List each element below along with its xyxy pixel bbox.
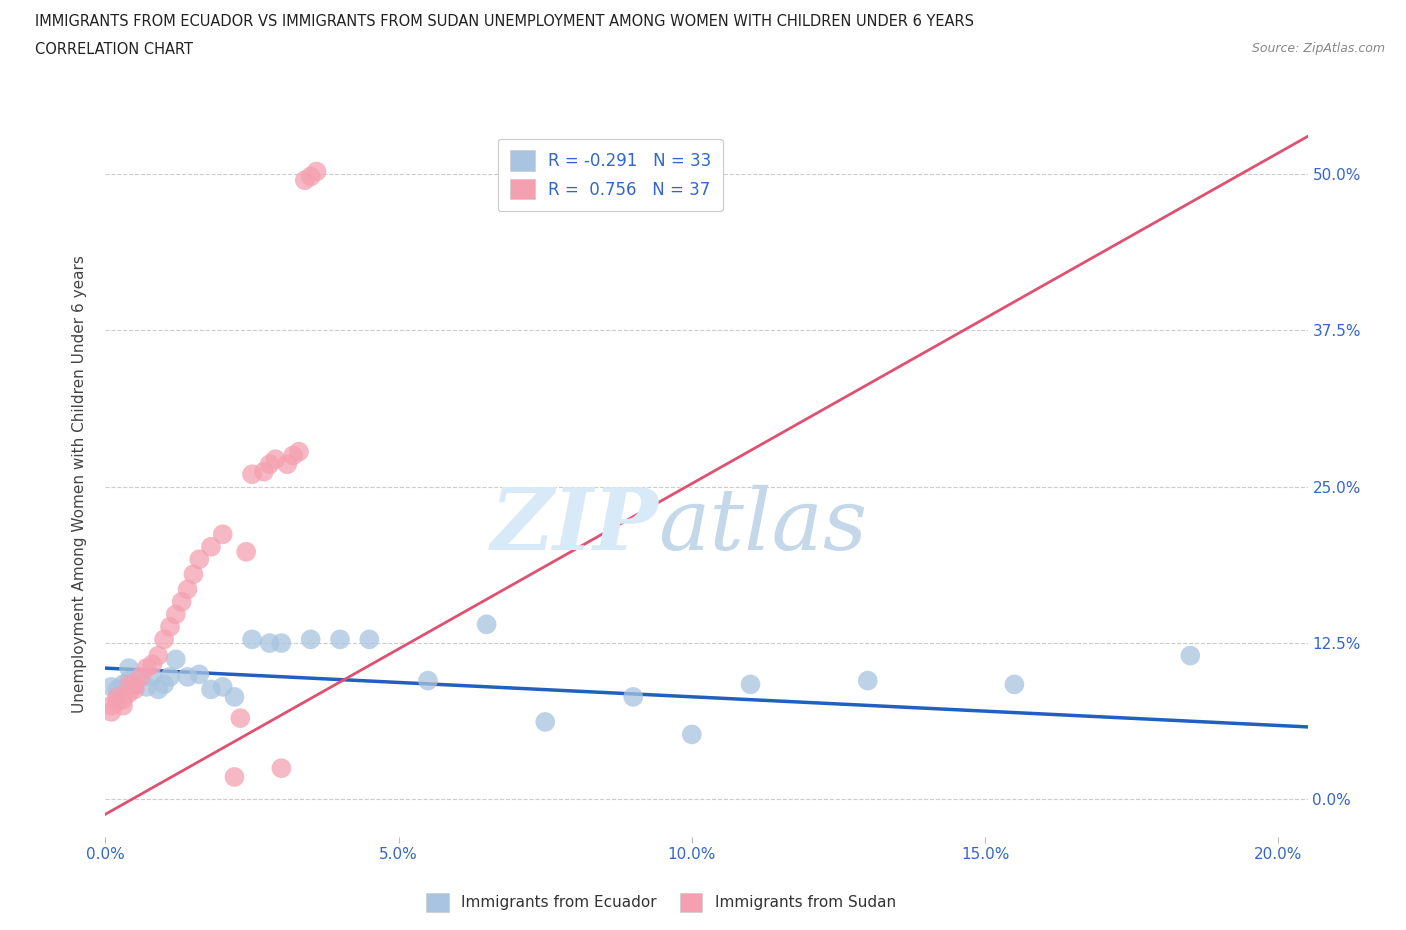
Point	[359, 631, 381, 646]
Point	[856, 673, 879, 688]
Point	[124, 682, 146, 697]
Point	[235, 544, 257, 559]
Point	[124, 677, 146, 692]
Point	[159, 670, 181, 684]
Point	[229, 711, 252, 725]
Point	[329, 631, 352, 646]
Point	[165, 607, 187, 622]
Point	[270, 761, 292, 776]
Point	[183, 567, 205, 582]
Point	[141, 670, 163, 684]
Point	[112, 677, 135, 692]
Point	[211, 526, 233, 541]
Point	[211, 680, 233, 695]
Point	[224, 769, 246, 784]
Point	[288, 445, 311, 459]
Point	[148, 648, 170, 663]
Point	[270, 636, 292, 651]
Point	[188, 667, 211, 682]
Point	[1180, 648, 1202, 663]
Point	[100, 698, 122, 713]
Point	[129, 670, 152, 684]
Text: CORRELATION CHART: CORRELATION CHART	[35, 42, 193, 57]
Point	[170, 594, 193, 609]
Point	[416, 673, 439, 688]
Point	[112, 698, 135, 713]
Point	[100, 704, 122, 719]
Point	[153, 677, 176, 692]
Point	[118, 673, 141, 688]
Point	[118, 660, 141, 675]
Point	[681, 727, 703, 742]
Point	[105, 682, 128, 697]
Point	[148, 682, 170, 697]
Point	[281, 448, 304, 463]
Point	[141, 657, 163, 671]
Point	[259, 457, 281, 472]
Legend: R = -0.291   N = 33, R =  0.756   N = 37: R = -0.291 N = 33, R = 0.756 N = 37	[498, 139, 723, 211]
Text: atlas: atlas	[658, 485, 868, 567]
Point	[276, 457, 298, 472]
Point	[135, 660, 157, 675]
Text: IMMIGRANTS FROM ECUADOR VS IMMIGRANTS FROM SUDAN UNEMPLOYMENT AMONG WOMEN WITH C: IMMIGRANTS FROM ECUADOR VS IMMIGRANTS FR…	[35, 14, 974, 29]
Point	[159, 619, 181, 634]
Point	[129, 670, 152, 684]
Text: ZIP: ZIP	[491, 485, 658, 567]
Point	[253, 464, 276, 479]
Point	[305, 164, 328, 179]
Point	[224, 689, 246, 704]
Point	[299, 631, 322, 646]
Point	[118, 685, 141, 700]
Point	[534, 714, 557, 729]
Point	[153, 631, 176, 646]
Point	[165, 652, 187, 667]
Point	[105, 695, 128, 710]
Point	[100, 680, 122, 695]
Point	[124, 677, 146, 692]
Point	[740, 677, 762, 692]
Point	[200, 682, 222, 697]
Point	[135, 680, 157, 695]
Point	[240, 631, 263, 646]
Point	[264, 452, 287, 467]
Point	[200, 539, 222, 554]
Point	[176, 582, 198, 597]
Point	[299, 169, 322, 184]
Point	[475, 617, 498, 631]
Point	[259, 636, 281, 651]
Point	[1002, 677, 1025, 692]
Point	[188, 551, 211, 566]
Point	[621, 689, 644, 704]
Text: Source: ZipAtlas.com: Source: ZipAtlas.com	[1251, 42, 1385, 55]
Point	[118, 677, 141, 692]
Point	[240, 467, 263, 482]
Point	[294, 173, 316, 188]
Legend: Immigrants from Ecuador, Immigrants from Sudan: Immigrants from Ecuador, Immigrants from…	[420, 887, 901, 918]
Y-axis label: Unemployment Among Women with Children Under 6 years: Unemployment Among Women with Children U…	[72, 255, 87, 712]
Point	[112, 692, 135, 707]
Point	[105, 689, 128, 704]
Point	[176, 670, 198, 684]
